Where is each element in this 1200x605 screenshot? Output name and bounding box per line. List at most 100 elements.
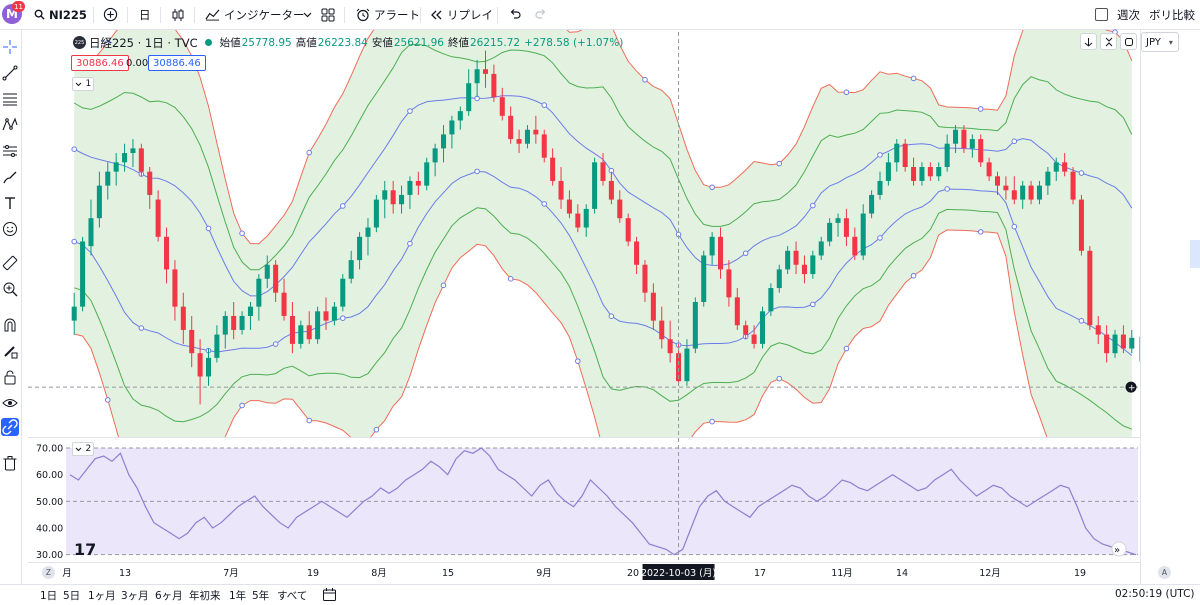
range-button[interactable]: 5年 [252, 590, 270, 602]
zoom-tool[interactable] [1, 280, 19, 298]
band-marker [1078, 170, 1085, 176]
candle-body [634, 241, 640, 265]
candle-body [189, 329, 195, 354]
candle-body [155, 199, 161, 237]
sub-pane-collapse-button[interactable]: 2 [72, 442, 94, 456]
layout-button[interactable] [321, 0, 335, 29]
band-marker [373, 426, 380, 433]
range-button[interactable]: 1日 [40, 590, 58, 602]
scroll-down-button[interactable] [1080, 33, 1097, 50]
magnet-tool[interactable] [1, 316, 19, 334]
band-line [73, 30, 1133, 245]
maximize-pane-button[interactable] [1100, 33, 1117, 50]
time-tick-label: 19 [1074, 568, 1086, 579]
candle-body [902, 143, 908, 167]
trendline-tool[interactable] [1, 64, 19, 82]
stay-drawing-tool[interactable] [1, 342, 19, 360]
scroll-to-latest-button [1111, 541, 1127, 557]
change-value: +278.58 (+1.07%) [524, 36, 624, 49]
candle-body [399, 194, 405, 205]
indicators-dropdown[interactable] [303, 0, 312, 29]
candle-body [533, 129, 539, 135]
scale-scroll-indicator[interactable] [1190, 240, 1200, 268]
compare-button[interactable]: ボリ比較 [1149, 7, 1195, 22]
candle-body [768, 288, 774, 312]
zoom-reset-button[interactable]: Z [42, 566, 55, 579]
legend-title[interactable]: 日経225 · 1日 · TVC [89, 35, 198, 50]
fib-tool[interactable] [1, 90, 19, 108]
chart-legend: 225 日経225 · 1日 · TVC 始値 25778.95 高値 26223.… [73, 35, 627, 50]
high-label: 高値 [295, 37, 317, 49]
delete-tool[interactable] [1, 454, 19, 472]
price-scale[interactable] [1140, 30, 1200, 585]
osc-tick-label: 30.00 [36, 550, 63, 561]
time-tick-label: 19 [307, 568, 319, 579]
candle-body [281, 292, 287, 316]
crosshair-tool[interactable] [1, 38, 19, 56]
tradingview-watermark: 17 [74, 540, 96, 559]
osc-tick-label: 50.00 [36, 497, 63, 508]
candle-body [1020, 185, 1026, 200]
pattern-icon [2, 117, 18, 131]
range-button[interactable]: 3ヶ月 [121, 590, 149, 602]
pane-settings-button[interactable] [1120, 33, 1137, 50]
osc-tick-label: 40.00 [36, 524, 63, 535]
auto-scale-button[interactable]: A [1158, 566, 1171, 579]
candle-body [541, 134, 547, 158]
candle-body [96, 185, 102, 219]
weekly-toggle[interactable]: 週次 [1095, 0, 1140, 29]
candle-body [130, 148, 136, 154]
add-symbol-button[interactable] [103, 0, 118, 29]
undo-button[interactable] [508, 0, 521, 29]
symbol-search-button[interactable]: NI225 [34, 0, 87, 29]
currency-selector[interactable]: JPY ▾ [1141, 32, 1179, 52]
alert-button[interactable]: アラート [356, 0, 420, 29]
measure-tool[interactable] [1, 254, 19, 272]
time-scale[interactable] [28, 562, 1140, 584]
symbol-label: NI225 [49, 7, 87, 22]
candle-body [331, 306, 337, 321]
emoji-tool[interactable] [1, 220, 19, 238]
range-button[interactable]: 1ヶ月 [88, 590, 116, 602]
sync-tool[interactable] [1, 418, 19, 436]
lock-tool[interactable] [1, 368, 19, 386]
fib-lines-icon [3, 93, 17, 106]
band-marker [810, 202, 816, 209]
brush-tool[interactable] [1, 168, 19, 186]
pattern-tool[interactable] [1, 116, 19, 134]
indicators-button[interactable]: インジケーター [205, 0, 305, 29]
main-pane-collapse-button[interactable]: 1 [72, 77, 94, 91]
band-marker [104, 397, 111, 403]
candle-body [508, 115, 514, 140]
candle-body [180, 306, 186, 330]
band-marker [440, 282, 447, 289]
utc-clock[interactable]: 02:50:19 (UTC) [1115, 588, 1195, 600]
band-fill [74, 30, 1132, 437]
range-button[interactable]: 5日 [63, 590, 81, 602]
text-tool[interactable] [1, 194, 19, 212]
search-icon [34, 9, 45, 20]
interval-button[interactable]: 日 [139, 7, 151, 22]
forecast-tool[interactable] [1, 142, 19, 160]
band-marker [810, 301, 816, 308]
candle-body [701, 255, 707, 302]
hide-tool[interactable] [1, 394, 19, 412]
replay-button[interactable]: リプレイ [430, 0, 493, 29]
goto-date-button[interactable] [322, 587, 337, 605]
notification-badge: 11 [12, 1, 25, 12]
candle-body [113, 162, 119, 172]
candle-body [390, 190, 396, 205]
candle-body [566, 199, 572, 214]
candle-body [247, 306, 253, 316]
candle-body [558, 180, 564, 200]
range-button[interactable]: すべて [277, 590, 308, 602]
range-button[interactable]: 1年 [229, 590, 247, 602]
range-button[interactable]: 年初来 [189, 590, 221, 602]
range-button[interactable]: 6ヶ月 [155, 590, 183, 602]
weekly-checkbox[interactable] [1095, 8, 1108, 21]
band-line [74, 170, 1133, 356]
candle-body [642, 264, 648, 293]
redo-button[interactable] [535, 0, 548, 29]
chart-type-button[interactable] [171, 0, 185, 29]
